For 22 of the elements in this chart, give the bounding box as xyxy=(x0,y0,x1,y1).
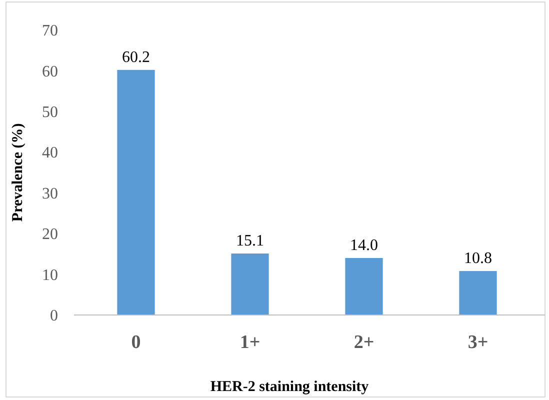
y-axis-title: Prevalence (%) xyxy=(10,123,26,222)
y-tick-label: 30 xyxy=(42,185,58,202)
y-tick-label: 40 xyxy=(42,144,58,162)
data-label: 60.2 xyxy=(122,48,150,66)
y-tick-label: 50 xyxy=(42,104,58,122)
x-axis-title: HER-2 staining intensity xyxy=(210,379,370,395)
x-tick-label: 1+ xyxy=(240,332,260,353)
y-tick-label: 20 xyxy=(42,226,58,244)
data-label: 14.0 xyxy=(350,237,378,254)
x-tick-label: 2+ xyxy=(354,332,374,353)
bar xyxy=(345,258,383,315)
y-tick-label: 10 xyxy=(42,266,58,284)
y-tick-label: 70 xyxy=(42,22,58,40)
y-tick-label: 0 xyxy=(50,308,58,325)
y-tick-label: 60 xyxy=(42,63,58,80)
data-label: 15.1 xyxy=(236,232,264,250)
x-tick-label: 3+ xyxy=(468,332,488,353)
bar xyxy=(459,271,497,315)
bar xyxy=(117,70,155,315)
x-tick-label: 0 xyxy=(131,332,141,353)
data-label: 10.8 xyxy=(464,250,492,268)
bar xyxy=(231,254,269,315)
